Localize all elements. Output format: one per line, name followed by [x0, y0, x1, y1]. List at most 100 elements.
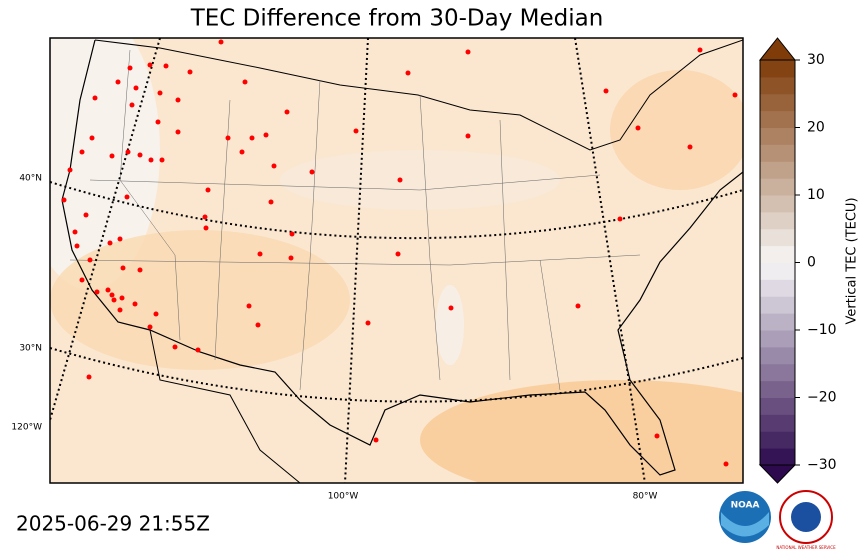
station [242, 79, 248, 85]
contour [610, 70, 743, 190]
noaa-logo: NOAA [719, 491, 771, 543]
colorbar-band [760, 60, 795, 78]
station [263, 132, 269, 138]
colorbar-extend-low [758, 464, 797, 484]
contour [420, 380, 743, 483]
station [448, 305, 454, 311]
station [61, 197, 67, 203]
station [94, 289, 100, 295]
station [175, 97, 181, 103]
station [79, 149, 85, 155]
border [149, 329, 301, 483]
station [87, 257, 93, 263]
station [218, 39, 224, 45]
station [133, 85, 139, 91]
station [205, 187, 211, 193]
colorbar-tick-label: 0 [807, 255, 816, 271]
station [86, 374, 92, 380]
station [202, 214, 208, 220]
station [405, 70, 411, 76]
colorbar-band [760, 228, 795, 247]
lon-label: 100°W [328, 492, 359, 502]
station [635, 125, 641, 131]
station [246, 303, 252, 309]
station [148, 157, 154, 163]
station [74, 243, 80, 249]
station [187, 69, 193, 75]
colorbar-tick-label: −20 [807, 390, 837, 406]
station [687, 144, 693, 150]
colorbar-tick-label: 20 [807, 120, 825, 136]
state-lines [69, 49, 641, 391]
colorbar-band [760, 279, 795, 297]
station [147, 62, 153, 68]
colorbar-band [760, 346, 795, 365]
station [109, 153, 115, 159]
colorbar-band [760, 144, 795, 162]
station [603, 88, 609, 94]
colorbar-band [760, 195, 795, 213]
station [132, 301, 138, 307]
station [159, 157, 165, 163]
coastline [61, 39, 743, 476]
stations [61, 39, 738, 467]
station [72, 229, 78, 235]
colorbar-band [760, 380, 795, 398]
station [67, 167, 73, 173]
station [117, 236, 123, 242]
colorbar-band [760, 76, 795, 95]
station [125, 149, 131, 155]
station [203, 225, 209, 231]
colorbar-band [760, 110, 795, 128]
colorbar-tick-label: −30 [807, 457, 837, 473]
colorbar-band [760, 245, 795, 263]
station [79, 277, 85, 283]
contour [50, 230, 350, 370]
station [249, 135, 255, 141]
station [617, 216, 623, 222]
station [373, 437, 379, 443]
station [89, 135, 95, 141]
station [225, 135, 231, 141]
colorbar-tick-label: −10 [807, 322, 837, 338]
colorbar-band [760, 296, 795, 314]
colorbar-tick-label: 30 [807, 52, 825, 68]
station [465, 49, 471, 55]
station [115, 79, 121, 85]
colorbar: 30 20 10 0 −10 −20 −30 [758, 37, 837, 484]
station [155, 119, 161, 125]
lat-label: 30°N [19, 344, 42, 354]
contour [280, 150, 560, 210]
colorbar-band [760, 178, 795, 196]
station [697, 47, 703, 53]
station [163, 63, 169, 69]
station [157, 90, 163, 96]
station [365, 320, 371, 326]
station [465, 133, 471, 139]
title: TEC Difference from 30-Day Median [190, 6, 604, 32]
colorbar-extend-high [758, 37, 797, 61]
station [137, 267, 143, 273]
station [239, 149, 245, 155]
station [309, 169, 315, 175]
station [105, 287, 111, 293]
colorbar-band [760, 161, 795, 179]
station [288, 255, 294, 261]
station [107, 240, 113, 246]
station [147, 324, 153, 330]
graticule-labels: 40°N 30°N 120°W 100°W 80°W [11, 174, 657, 502]
lon-label: 80°W [633, 492, 658, 502]
station [255, 322, 261, 328]
station [654, 433, 660, 439]
contour [50, 38, 160, 290]
station [353, 128, 359, 134]
station [109, 292, 115, 298]
colorbar-band [760, 431, 795, 449]
station [732, 92, 738, 98]
colorbar-band [760, 397, 795, 415]
lat-label: 40°N [19, 174, 42, 184]
timestamp: 2025-06-29 21:55Z [16, 512, 210, 536]
contour [436, 285, 464, 365]
station [268, 199, 274, 205]
